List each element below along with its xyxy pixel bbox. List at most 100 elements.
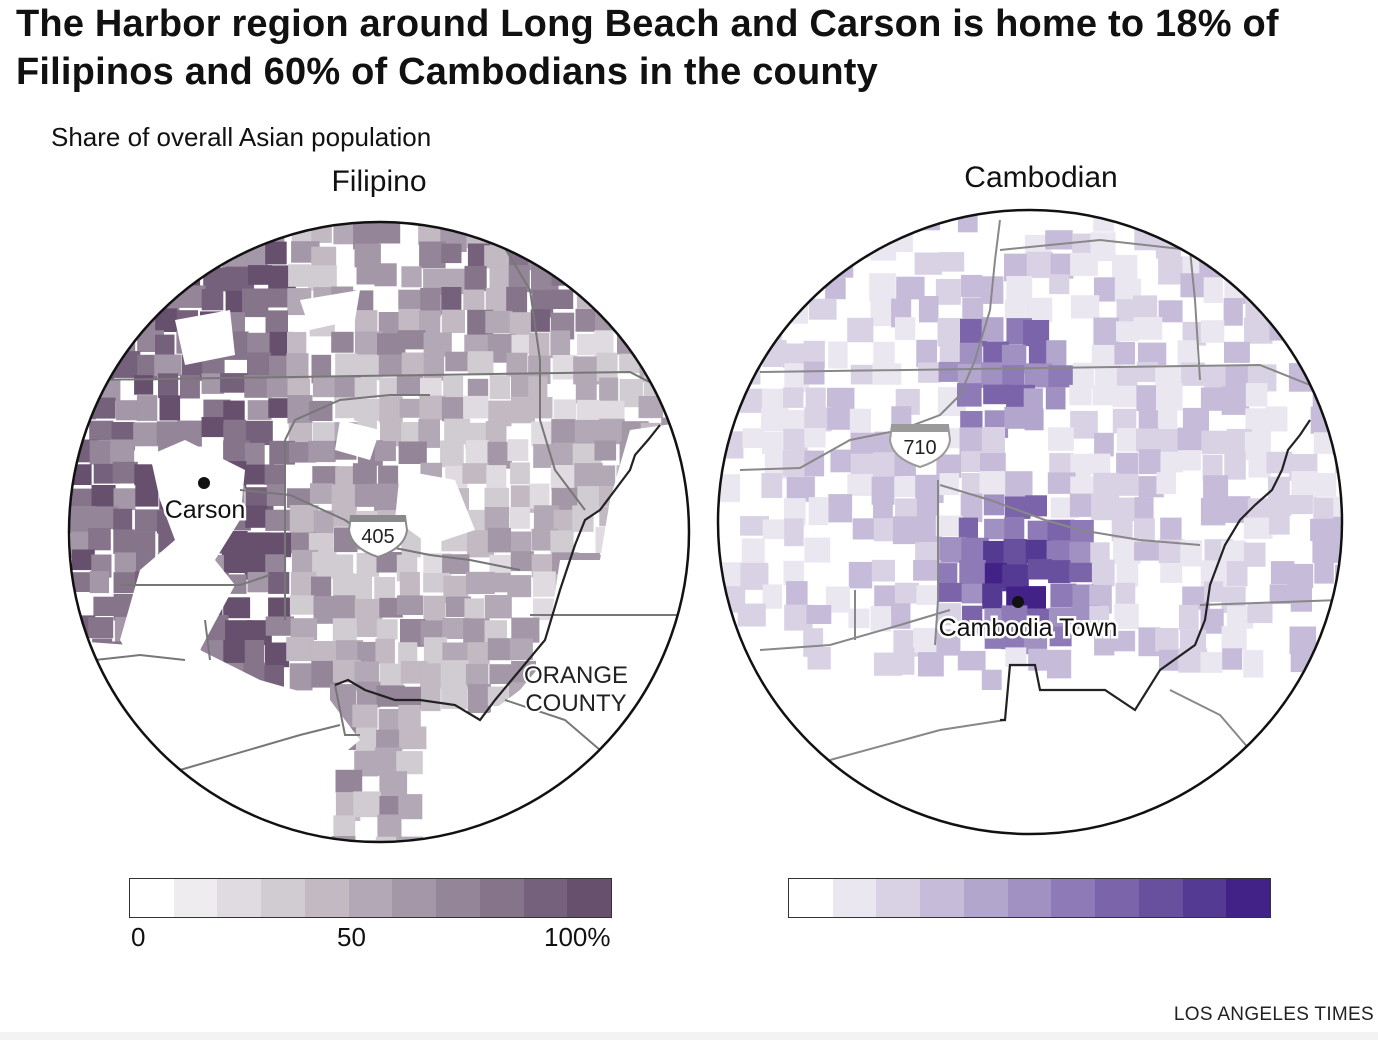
filipino-tract bbox=[374, 263, 397, 287]
filipino-tract bbox=[533, 571, 556, 597]
cambodian-tract bbox=[741, 538, 765, 566]
filipino-tract bbox=[488, 400, 512, 427]
cambodian-tract bbox=[848, 608, 870, 629]
cambodian-tract bbox=[984, 608, 1006, 630]
filipino-tract bbox=[662, 285, 684, 310]
filipino-tract bbox=[177, 264, 201, 288]
filipino-tract bbox=[420, 377, 442, 397]
cambodian-tract bbox=[1089, 453, 1111, 475]
cambodian-legend-swatch bbox=[1051, 879, 1096, 917]
cambodian-tract bbox=[1245, 383, 1268, 407]
cambodian-tract bbox=[1314, 295, 1339, 325]
cambodian-tract bbox=[1136, 362, 1159, 382]
cambodian-tract bbox=[1336, 647, 1342, 667]
filipino-tract bbox=[332, 618, 357, 643]
filipino-tract bbox=[687, 264, 689, 291]
cambodian-tract bbox=[1050, 583, 1077, 608]
cambodian-tract bbox=[896, 276, 925, 300]
cambodian-tract bbox=[1138, 342, 1167, 366]
cambodian-tract bbox=[1115, 582, 1136, 608]
filipino-tract bbox=[553, 224, 582, 246]
cambodian-tract bbox=[1333, 496, 1342, 525]
filipino-tract bbox=[89, 420, 114, 441]
filipino-tract bbox=[553, 442, 576, 469]
filipino-tract bbox=[134, 531, 156, 554]
cambodian-tract bbox=[827, 407, 852, 430]
filipino-tract bbox=[333, 595, 356, 623]
filipino-tract bbox=[467, 351, 494, 376]
filipino-tract bbox=[69, 246, 94, 275]
filipino-tract bbox=[463, 395, 489, 419]
cambodian-tract bbox=[1314, 561, 1334, 584]
filipino-tract bbox=[550, 530, 574, 557]
filipino-tract bbox=[310, 483, 334, 504]
cambodian-tract bbox=[1047, 472, 1076, 494]
orange-county-label-line1: ORANGE bbox=[524, 662, 628, 689]
cambodian-tract bbox=[1313, 432, 1341, 454]
filipino-tract bbox=[463, 289, 485, 310]
cambodian-tract bbox=[1270, 278, 1291, 299]
filipino-tract bbox=[599, 377, 619, 405]
orange-county-label-line2: COUNTY bbox=[525, 690, 626, 717]
filipino-tract bbox=[530, 397, 553, 419]
filipino-tract bbox=[289, 595, 315, 615]
filipino-tract bbox=[203, 224, 227, 245]
cambodian-tract bbox=[764, 297, 792, 322]
filipino-tract bbox=[553, 246, 581, 275]
cambodian-tract bbox=[1160, 451, 1183, 473]
filipino-tract bbox=[507, 222, 535, 245]
cambodian-tract bbox=[1221, 540, 1247, 564]
filipino-tract bbox=[111, 246, 137, 271]
cambodian-tract bbox=[852, 518, 877, 540]
cambodian-tract bbox=[806, 605, 832, 624]
cambodian-tract bbox=[959, 342, 983, 370]
filipino-tract bbox=[308, 533, 334, 556]
cambodian-tract bbox=[1269, 515, 1290, 535]
cambodian-tract bbox=[938, 252, 965, 272]
cambodian-tract bbox=[1023, 628, 1048, 655]
filipino-tract bbox=[398, 441, 427, 464]
filipino-tract bbox=[402, 686, 423, 709]
cambodian-tract bbox=[1244, 317, 1273, 344]
cambodian-tract bbox=[1201, 430, 1229, 455]
filipino-tract bbox=[133, 266, 153, 292]
cambodian-tract bbox=[1291, 273, 1315, 298]
filipino-tract bbox=[245, 505, 268, 528]
filipino-tract bbox=[159, 224, 182, 250]
filipino-tract bbox=[378, 354, 403, 377]
cambodian-tract bbox=[957, 210, 978, 233]
cambodian-tract bbox=[939, 343, 961, 366]
cambodian-tract bbox=[1112, 254, 1138, 281]
cambodian-tract bbox=[742, 210, 766, 230]
cambodian-tract bbox=[1155, 231, 1181, 259]
cambodian-tract bbox=[804, 537, 831, 563]
cambodian-tract bbox=[873, 518, 894, 542]
filipino-tract bbox=[155, 308, 178, 332]
cambodia-town-marker bbox=[1012, 596, 1024, 608]
interstate-710-shield: 710 bbox=[888, 424, 952, 469]
cambodian-tract bbox=[1050, 253, 1074, 279]
cambodian-tract bbox=[1310, 344, 1334, 371]
filipino-tract bbox=[246, 420, 273, 446]
filipino-tract bbox=[665, 246, 689, 268]
filipino-tract bbox=[268, 572, 290, 594]
cambodian-tract bbox=[1049, 274, 1070, 295]
filipino-tract bbox=[641, 222, 669, 244]
cambodian-tract bbox=[1334, 343, 1342, 368]
filipino-tract bbox=[374, 483, 399, 512]
filipino-tract bbox=[223, 597, 251, 619]
cambodian-tract bbox=[1157, 405, 1178, 429]
filipino-tract bbox=[687, 554, 689, 583]
cambodian-tract bbox=[1046, 340, 1067, 368]
filipino-tract bbox=[244, 242, 268, 268]
filipino-tract bbox=[332, 576, 356, 598]
filipino-tract bbox=[376, 685, 405, 707]
cambodian-tract bbox=[961, 605, 983, 635]
cambodian-tract bbox=[1112, 385, 1137, 408]
cambodian-tract bbox=[1069, 541, 1092, 567]
filipino-tract bbox=[686, 329, 689, 351]
cambodian-tract bbox=[827, 233, 849, 255]
filipino-legend-swatch bbox=[217, 879, 262, 917]
filipino-tract bbox=[511, 373, 534, 397]
filipino-tract bbox=[286, 353, 309, 382]
